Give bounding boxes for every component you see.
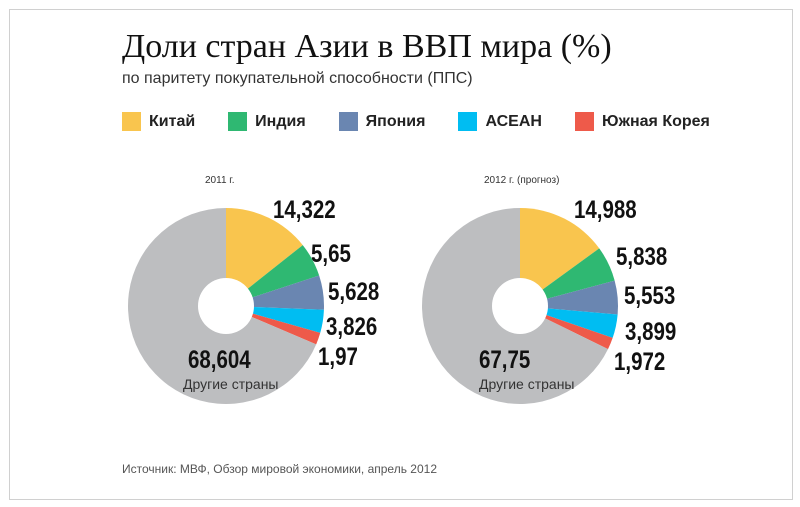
legend-item: АСЕАН bbox=[458, 112, 542, 131]
pie-slice-2011-0 bbox=[226, 208, 303, 306]
value-label: 68,604 bbox=[188, 346, 251, 374]
pie-slice-2012-0 bbox=[520, 208, 600, 306]
value-label: 5,65 bbox=[311, 240, 351, 268]
value-label: 5,553 bbox=[624, 282, 676, 310]
value-label: 3,899 bbox=[625, 318, 677, 346]
legend-swatch bbox=[122, 112, 141, 131]
value-label: 3,826 bbox=[326, 313, 378, 341]
legend-swatch bbox=[458, 112, 478, 131]
legend-label: Индия bbox=[255, 112, 306, 130]
other-label: Другие страны bbox=[183, 376, 279, 392]
legend-swatch bbox=[338, 112, 358, 131]
value-label: 67,75 bbox=[479, 346, 531, 374]
chart-frame bbox=[9, 9, 793, 500]
legend-label: Южная Корея bbox=[601, 112, 710, 130]
legend-item: Япония bbox=[338, 112, 426, 131]
pie-hole bbox=[492, 278, 548, 334]
value-label: 5,628 bbox=[328, 278, 380, 306]
legend-label: АСЕАН bbox=[485, 112, 542, 130]
legend-item: Китай bbox=[122, 112, 195, 131]
pie-label-2011: 2011 г. bbox=[205, 175, 235, 186]
other-label: Другие страны bbox=[479, 376, 575, 392]
value-label: 14,988 bbox=[574, 196, 637, 224]
value-label: 1,97 bbox=[318, 343, 358, 371]
value-label: 1,972 bbox=[614, 348, 666, 376]
legend-swatch bbox=[228, 112, 248, 131]
pie-hole bbox=[198, 278, 254, 334]
legend-item: Индия bbox=[228, 112, 306, 131]
legend-item: Южная Корея bbox=[574, 112, 710, 131]
pie-label-2012: 2012 г. (прогноз) bbox=[484, 175, 560, 186]
value-label: 14,322 bbox=[273, 196, 336, 224]
legend: Китай Индия Япония АСЕАН Южная Корея bbox=[122, 112, 743, 131]
source-note: Источник: МВФ, Обзор мировой экономики, … bbox=[122, 462, 437, 476]
legend-label: Китай bbox=[149, 112, 196, 130]
legend-swatch bbox=[574, 112, 594, 131]
chart-subtitle: по паритету покупательной способности (П… bbox=[122, 70, 473, 87]
chart-title: Доли стран Азии в ВВП мира (%) bbox=[122, 28, 612, 65]
legend-label: Япония bbox=[365, 112, 426, 130]
value-label: 5,838 bbox=[616, 243, 668, 271]
